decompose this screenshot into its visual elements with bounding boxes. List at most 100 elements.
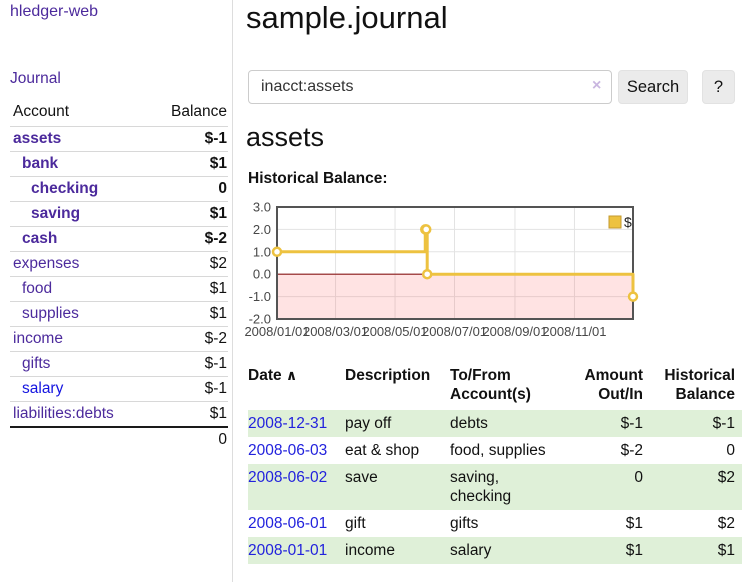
transaction-accounts: saving, checking [450, 469, 512, 505]
chart-border [276, 206, 634, 320]
account-link[interactable]: income [13, 330, 63, 347]
accounts-column-account: Account [13, 103, 70, 120]
chart-x-tick-label: 2008/07/01 [422, 324, 487, 339]
account-link[interactable]: cash [22, 230, 58, 247]
chart-data-point [627, 291, 639, 302]
register-header-row: Date ∧ Description To/From Account(s) Am… [248, 363, 742, 410]
account-link[interactable]: expenses [13, 255, 80, 272]
app-brand-link[interactable]: hledger-web [10, 3, 99, 20]
transaction-description: income [345, 542, 395, 559]
account-link[interactable]: salary [22, 380, 64, 397]
transaction-amount: $1 [625, 542, 643, 559]
chart-data-point [421, 268, 433, 280]
transaction-balance: $2 [717, 469, 735, 486]
account-balance: $-2 [148, 226, 228, 252]
chart-y-tick-label: 3.0 [253, 200, 271, 215]
transaction-date-link[interactable]: 2008-06-01 [248, 515, 328, 532]
chart-x-tick-label: 2008/05/01 [362, 324, 427, 339]
register-column-date[interactable]: Date ∧ [248, 367, 298, 384]
chart-negative-region [277, 274, 633, 319]
register-body: 2008-12-31 pay off debts $-1 $-1 2008-06-03 ea… [248, 410, 742, 564]
transaction-accounts: gifts [450, 515, 479, 532]
account-balance: $-1 [148, 351, 228, 377]
chart-x-tick-label: 2008/09/01 [482, 324, 547, 339]
accounts-body: assets $-1 bank $1 checking 0 saving $1 cash $-2 e… [10, 126, 228, 452]
chart-y-tick-label: 2.0 [253, 222, 271, 237]
transaction-row: 2008-06-01 gift gifts $1 $2 [248, 510, 742, 537]
account-row: liabilities:debts $1 [10, 401, 228, 427]
sort-asc-icon: ∧ [285, 367, 298, 383]
transaction-amount: $1 [625, 515, 643, 532]
account-row: saving $1 [10, 201, 228, 227]
clear-search-icon[interactable]: × [592, 77, 602, 94]
transaction-description: eat & shop [345, 442, 420, 459]
account-balance: $1 [148, 401, 228, 427]
transaction-balance: $2 [717, 515, 735, 532]
register-column-amount: Amount Out/In [584, 367, 643, 403]
account-balance: $1 [148, 301, 228, 327]
transaction-date-link[interactable]: 2008-01-01 [248, 542, 328, 559]
transaction-date-link[interactable]: 2008-12-31 [248, 415, 328, 432]
chart-x-tick-label: 2008/01/01 [244, 324, 309, 339]
register-column-description: Description [345, 367, 431, 384]
account-row: bank $1 [10, 151, 228, 177]
transaction-amount: $-1 [620, 415, 643, 432]
account-row: gifts $-1 [10, 351, 228, 377]
account-balance: $1 [148, 151, 228, 177]
transaction-description: pay off [345, 415, 392, 432]
account-row: income $-2 [10, 326, 228, 352]
chart-x-tick-label: 2008/11/01 [542, 324, 606, 339]
chart-y-tick-label: -2.0 [249, 312, 271, 327]
account-link[interactable]: liabilities:debts [13, 405, 114, 422]
account-link[interactable]: bank [22, 155, 59, 172]
page-title: sample.journal [246, 0, 448, 35]
transaction-row: 2008-06-03 eat & shop food, supplies $-2 0 [248, 437, 742, 464]
transaction-accounts: debts [450, 415, 488, 432]
register-table: Date ∧ Description To/From Account(s) Am… [248, 363, 742, 564]
transaction-date-link[interactable]: 2008-06-03 [248, 442, 328, 459]
transaction-amount: $-2 [620, 442, 643, 459]
transaction-description: gift [345, 515, 366, 532]
transaction-row: 2008-06-02 save saving, checking 0 $2 [248, 464, 742, 510]
account-balance: $-2 [148, 326, 228, 352]
chart-data-point [271, 246, 283, 258]
transaction-amount: 0 [634, 469, 643, 486]
account-balance: $-1 [148, 126, 228, 152]
accounts-column-balance: Balance [170, 103, 227, 120]
chart-legend-swatch [608, 215, 622, 229]
sidebar-item-journal[interactable]: Journal [10, 70, 61, 87]
account-row: assets $-1 [10, 126, 228, 152]
register-column-accounts: To/From Account(s) [450, 367, 531, 403]
account-link[interactable]: gifts [22, 355, 51, 372]
accounts-header-row: Account Balance [10, 101, 228, 127]
transaction-accounts: food, supplies [450, 442, 546, 459]
accounts-total-row: 0 [10, 426, 228, 452]
transaction-balance: $-1 [712, 415, 735, 432]
account-balance: $2 [148, 251, 228, 277]
accounts-total-balance: 0 [148, 426, 228, 452]
account-page-title: assets [246, 122, 325, 152]
account-row: salary $-1 [10, 376, 228, 402]
account-row: expenses $2 [10, 251, 228, 277]
search-input[interactable] [248, 70, 612, 104]
help-button[interactable]: ? [702, 70, 735, 104]
account-link[interactable]: supplies [22, 305, 79, 322]
transaction-accounts: salary [450, 542, 492, 559]
transaction-date-link[interactable]: 2008-06-02 [248, 469, 328, 486]
account-link[interactable]: food [22, 280, 53, 297]
chart-data-point [420, 224, 432, 235]
account-balance: 0 [148, 176, 228, 202]
account-balance: $-1 [148, 376, 228, 402]
transaction-row: 2008-12-31 pay off debts $-1 $-1 [248, 410, 742, 437]
account-link[interactable]: checking [31, 180, 99, 197]
account-balance: $1 [148, 201, 228, 227]
chart-legend-label: $ [624, 214, 632, 230]
transaction-balance: $1 [717, 542, 735, 559]
account-row: food $1 [10, 276, 228, 302]
account-row: cash $-2 [10, 226, 228, 252]
account-row: checking 0 [10, 176, 228, 202]
account-link[interactable]: saving [31, 205, 81, 222]
search-button[interactable]: Search [618, 70, 688, 104]
account-link[interactable]: assets [13, 130, 62, 147]
account-row: supplies $1 [10, 301, 228, 327]
